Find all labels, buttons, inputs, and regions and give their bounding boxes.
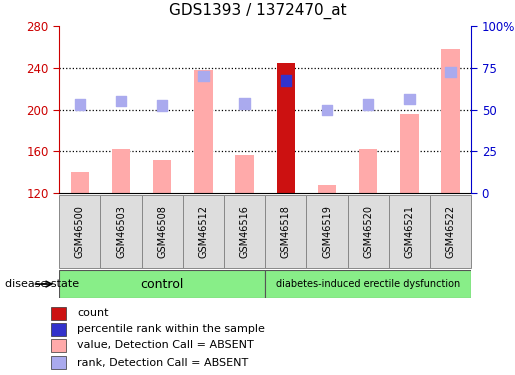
Bar: [359, 149, 377, 193]
Bar: [51, 339, 66, 352]
FancyBboxPatch shape: [183, 195, 224, 268]
Bar: [194, 70, 213, 193]
Point: [241, 100, 249, 106]
Point: [364, 102, 372, 108]
Point: [282, 78, 290, 84]
Point: [447, 69, 455, 75]
Text: disease state: disease state: [5, 279, 79, 289]
Bar: [318, 185, 336, 193]
Bar: [71, 172, 89, 193]
FancyBboxPatch shape: [59, 270, 265, 298]
Text: GSM46503: GSM46503: [116, 205, 126, 258]
Point: [76, 102, 84, 108]
Text: control: control: [141, 278, 184, 291]
Point: [405, 96, 414, 102]
Text: GSM46519: GSM46519: [322, 205, 332, 258]
Point: [158, 102, 166, 108]
Text: rank, Detection Call = ABSENT: rank, Detection Call = ABSENT: [77, 358, 249, 368]
Bar: [112, 149, 130, 193]
Point: [117, 98, 125, 104]
Bar: [51, 356, 66, 369]
Text: count: count: [77, 308, 109, 318]
Text: GSM46500: GSM46500: [75, 205, 85, 258]
FancyBboxPatch shape: [306, 195, 348, 268]
Point: [199, 74, 208, 80]
Text: GSM46520: GSM46520: [363, 205, 373, 258]
FancyBboxPatch shape: [389, 195, 430, 268]
Bar: [51, 322, 66, 336]
FancyBboxPatch shape: [142, 195, 183, 268]
Text: percentile rank within the sample: percentile rank within the sample: [77, 324, 265, 334]
Bar: [235, 154, 254, 193]
FancyBboxPatch shape: [265, 195, 306, 268]
Point: [323, 106, 331, 112]
FancyBboxPatch shape: [224, 195, 265, 268]
Text: GSM46518: GSM46518: [281, 205, 291, 258]
Text: GSM46522: GSM46522: [445, 205, 456, 258]
FancyBboxPatch shape: [430, 195, 471, 268]
FancyBboxPatch shape: [59, 195, 100, 268]
Bar: [51, 307, 66, 320]
Text: GSM46508: GSM46508: [157, 205, 167, 258]
Text: value, Detection Call = ABSENT: value, Detection Call = ABSENT: [77, 340, 254, 350]
Bar: [441, 49, 460, 193]
Text: GSM46521: GSM46521: [404, 205, 415, 258]
Text: GSM46516: GSM46516: [239, 205, 250, 258]
Text: GDS1393 / 1372470_at: GDS1393 / 1372470_at: [169, 3, 346, 19]
Bar: [400, 114, 419, 193]
Bar: [153, 160, 171, 193]
FancyBboxPatch shape: [100, 195, 142, 268]
FancyBboxPatch shape: [348, 195, 389, 268]
FancyBboxPatch shape: [265, 270, 471, 298]
Bar: [277, 63, 295, 193]
Text: GSM46512: GSM46512: [198, 205, 209, 258]
Text: diabetes-induced erectile dysfunction: diabetes-induced erectile dysfunction: [276, 279, 460, 289]
